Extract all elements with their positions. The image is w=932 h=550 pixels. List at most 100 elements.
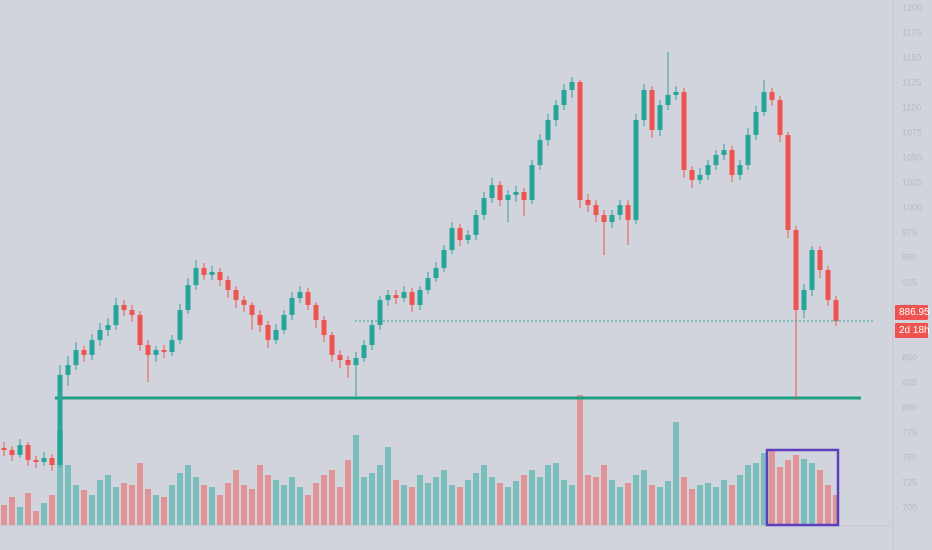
candle-body <box>97 330 103 340</box>
candle-body <box>409 292 415 305</box>
candle-body <box>81 350 87 355</box>
volume-bar <box>745 465 751 525</box>
y-tick-label: 925 <box>902 277 917 287</box>
candle-body <box>801 290 807 310</box>
candle-body <box>153 350 159 355</box>
candle-body <box>313 305 319 320</box>
candle-body <box>561 90 567 105</box>
volume-bar <box>337 487 343 525</box>
candle-body <box>497 185 503 200</box>
volume-bar <box>209 487 215 525</box>
price-tag-label: 886.95 <box>899 307 930 318</box>
volume-bar <box>809 463 815 525</box>
volume-bar <box>785 460 791 525</box>
candle-body <box>425 278 431 290</box>
volume-bar <box>1 505 7 525</box>
candle-body <box>417 290 423 305</box>
candle-body <box>369 325 375 345</box>
candle-body <box>65 365 71 375</box>
candle-body <box>793 230 799 310</box>
volume-bar <box>673 422 679 525</box>
y-tick-label: 1125 <box>902 77 921 87</box>
candle-body <box>737 165 743 175</box>
candle-body <box>817 250 823 270</box>
volume-bar <box>369 473 375 525</box>
candle-body <box>585 200 591 205</box>
candle-body <box>257 315 263 325</box>
volume-bar <box>433 477 439 525</box>
candle-body <box>697 175 703 180</box>
countdown-tag <box>895 323 928 339</box>
volume-bar <box>681 477 687 525</box>
volume-bar <box>777 467 783 525</box>
volume-bar <box>353 435 359 525</box>
candle-body <box>657 105 663 130</box>
candle-body <box>241 300 247 305</box>
y-tick-label: 725 <box>902 477 917 487</box>
countdown-label: 2d 18h <box>899 325 930 336</box>
volume-bar <box>401 485 407 525</box>
candle-body <box>545 120 551 140</box>
volume-bar <box>537 477 543 525</box>
volume-bar <box>409 487 415 525</box>
volume-bar <box>65 465 71 525</box>
candle-body <box>129 310 135 315</box>
candle-body <box>217 272 223 280</box>
volume-bar <box>89 495 95 525</box>
candle-body <box>145 345 151 355</box>
volume-bar <box>289 477 295 525</box>
candle-body <box>633 120 639 220</box>
candle-body <box>617 205 623 215</box>
volume-bar <box>665 481 671 525</box>
candle-body <box>113 305 119 325</box>
volume-bar <box>265 475 271 525</box>
volume-bar <box>281 485 287 525</box>
candle-body <box>209 272 215 275</box>
volume-bar <box>465 480 471 525</box>
volume-bar <box>385 447 391 525</box>
volume-bar <box>361 477 367 525</box>
y-tick-label: 825 <box>902 377 917 387</box>
volume-bar <box>145 489 151 525</box>
highlight-box <box>765 448 840 527</box>
candle-body <box>513 192 519 195</box>
volume-bar <box>169 485 175 525</box>
candle-body <box>433 268 439 278</box>
volume-bar <box>721 480 727 525</box>
volume-bar <box>9 497 15 525</box>
candle-body <box>9 450 15 455</box>
candle-body <box>265 325 271 340</box>
volume-bar <box>713 487 719 525</box>
candle-body <box>73 350 79 365</box>
candle-body <box>345 360 351 365</box>
candle-body <box>193 268 199 285</box>
volume-bar <box>793 455 799 525</box>
candle-body <box>673 92 679 95</box>
y-tick-label: 1200 <box>902 2 922 12</box>
candle-body <box>273 330 279 340</box>
y-tick-label: 775 <box>902 427 917 437</box>
candle-body <box>625 205 631 220</box>
candle-body <box>169 340 175 352</box>
volume-bar <box>393 480 399 525</box>
y-tick-label: 950 <box>902 252 917 262</box>
candle-body <box>481 198 487 215</box>
volume-bar <box>201 485 207 525</box>
volume-bar <box>529 470 535 525</box>
volume-bar <box>25 493 31 525</box>
volume-bar <box>41 503 47 525</box>
candle-body <box>505 195 511 200</box>
candle-body <box>337 355 343 360</box>
candle-body <box>833 300 839 322</box>
volume-bar <box>225 483 231 525</box>
volume-bar <box>521 475 527 525</box>
volume-bar <box>657 487 663 525</box>
candle-body <box>713 155 719 165</box>
volume-bar <box>121 483 127 525</box>
volume-bar <box>817 470 823 525</box>
volume-bar <box>601 465 607 525</box>
volume-bar <box>753 463 759 525</box>
candle-body <box>353 358 359 365</box>
